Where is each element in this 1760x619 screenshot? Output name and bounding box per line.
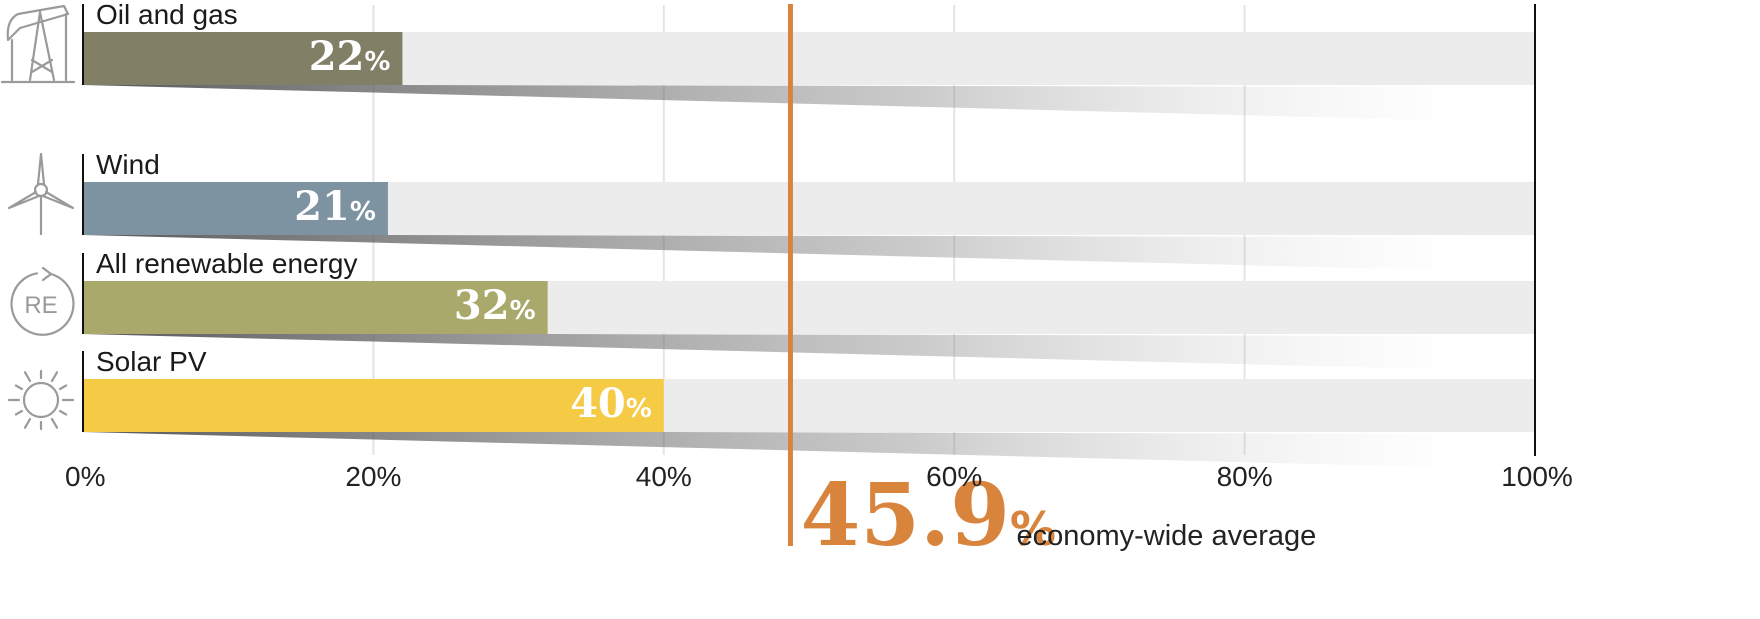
x-axis-ticks: 0% 20% 40% 60% 80% 100% [65, 461, 1573, 492]
x-tick-label: 60% [926, 461, 982, 492]
category-icons: RE [0, 4, 76, 431]
reference-line-group: 45.9%economy-wide average [787, 4, 1316, 566]
re-icon-label: RE [24, 292, 57, 319]
category-label: Oil and gas [96, 0, 238, 30]
bar-value-label: 40% [570, 380, 652, 427]
reference-line-label: 45.9% [800, 465, 1056, 566]
reference-line-text: economy-wide average [1016, 520, 1316, 552]
sun-icon [7, 369, 75, 431]
bar-shadow [83, 432, 1468, 468]
x-tick-label: 80% [1217, 461, 1273, 492]
wind-turbine-icon [7, 152, 75, 236]
bar [83, 32, 403, 85]
category-label: Solar PV [96, 346, 207, 377]
bar [83, 379, 664, 432]
bar-value-label: 32% [454, 282, 536, 329]
renewable-energy-icon: RE [10, 266, 75, 336]
bar-shadows [83, 85, 1468, 468]
x-tick-label: 40% [636, 461, 692, 492]
bars: 22% Oil and gas 21% Wind 32% All renewable en… [83, 0, 664, 432]
category-label: All renewable energy [96, 248, 358, 279]
bar-shadow [83, 85, 1468, 121]
bar-value-label: 21% [294, 183, 376, 230]
oil-pump-icon [0, 4, 76, 84]
bar [83, 281, 548, 334]
category-label: Wind [96, 149, 160, 180]
bar [83, 182, 388, 235]
axes [82, 4, 1536, 456]
bar-shadow [83, 235, 1468, 271]
bar-shadow [83, 334, 1468, 370]
x-tick-label: 0% [65, 461, 105, 492]
x-tick-label: 20% [345, 461, 401, 492]
x-tick-label: 100% [1501, 461, 1573, 492]
bar-value-label: 22% [309, 33, 391, 80]
